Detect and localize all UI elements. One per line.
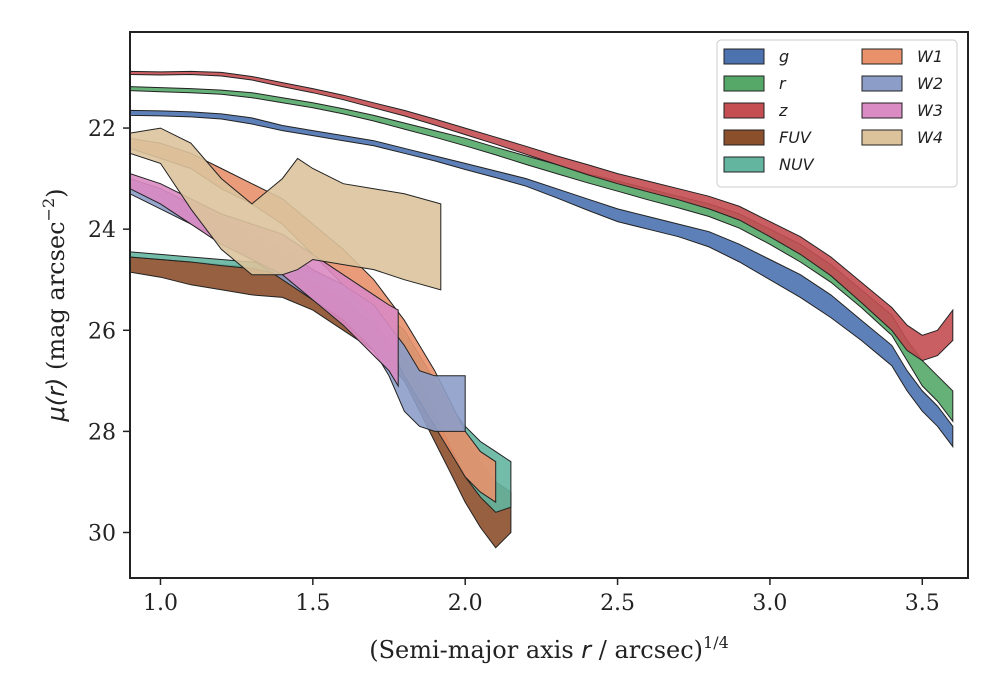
x-tick-label: 2.0	[448, 591, 483, 616]
legend-label-g: g	[779, 47, 789, 66]
x-axis-label-main: (Semi-major axis	[369, 636, 581, 664]
plot-frame	[129, 31, 969, 579]
x-axis-ticks: 1.0 1.5 2.0 2.5 3.0 3.5	[143, 578, 940, 616]
y-tick-label: 28	[88, 420, 116, 445]
y-axis-label: μ(r) (mag arcsec−2)	[39, 188, 70, 422]
band-g	[130, 109, 954, 449]
legend-swatch-r	[723, 75, 765, 92]
legend-swatch-z	[723, 102, 765, 119]
x-tick-label: 1.0	[143, 591, 178, 616]
x-tick-label: 3.0	[752, 591, 787, 616]
x-tick-label: 2.5	[600, 591, 635, 616]
legend-swatch-g	[723, 48, 765, 65]
legend-label-w4: W4	[917, 128, 943, 147]
legend-label-nuv: NUV	[779, 155, 815, 174]
y-tick-label: 26	[88, 319, 116, 344]
legend-swatch-w3	[861, 102, 903, 119]
legend-swatch-w4	[861, 129, 903, 146]
x-axis-label-sup: 1/4	[703, 633, 729, 652]
legend-label-z: z	[778, 101, 788, 120]
legend-swatch-nuv	[723, 156, 765, 173]
legend-swatch-fuv	[723, 129, 765, 146]
legend-swatch-w2	[861, 75, 903, 92]
y-axis-ticks: 22 24 26 28 30	[88, 117, 130, 547]
y-tick-label: 30	[88, 522, 116, 547]
legend-swatch-w1	[861, 48, 903, 65]
y-tick-label: 24	[88, 218, 116, 243]
y-axis-label-var: μ(r)	[42, 378, 70, 423]
band-z	[130, 70, 954, 362]
x-tick-label: 3.5	[905, 591, 940, 616]
x-axis-label: (Semi-major axis r / arcsec)1/4	[369, 633, 729, 664]
y-axis-label-rest: (mag arcsec	[42, 221, 70, 377]
x-tick-label: 1.5	[295, 591, 330, 616]
legend-label-fuv: FUV	[779, 128, 812, 147]
band-r	[130, 86, 954, 423]
series-bands	[130, 70, 954, 549]
band-w4	[130, 127, 442, 291]
y-tick-label: 22	[88, 117, 116, 142]
legend-items: grz FUV NUV W1 W2 W3 W4	[723, 47, 943, 174]
legend-label-w3: W3	[917, 101, 943, 120]
y-axis-label-close: )	[42, 188, 70, 197]
legend-label-w1: W1	[917, 47, 943, 66]
legend-label-w2: W2	[917, 74, 943, 93]
x-axis-label-var: r	[581, 636, 593, 664]
legend-label-r: r	[779, 74, 787, 93]
legend: grz FUV NUV W1 W2 W3 W4	[716, 39, 958, 188]
y-axis-label-sup: −2	[39, 198, 58, 222]
x-axis-label-rest: / arcsec)	[591, 636, 703, 664]
